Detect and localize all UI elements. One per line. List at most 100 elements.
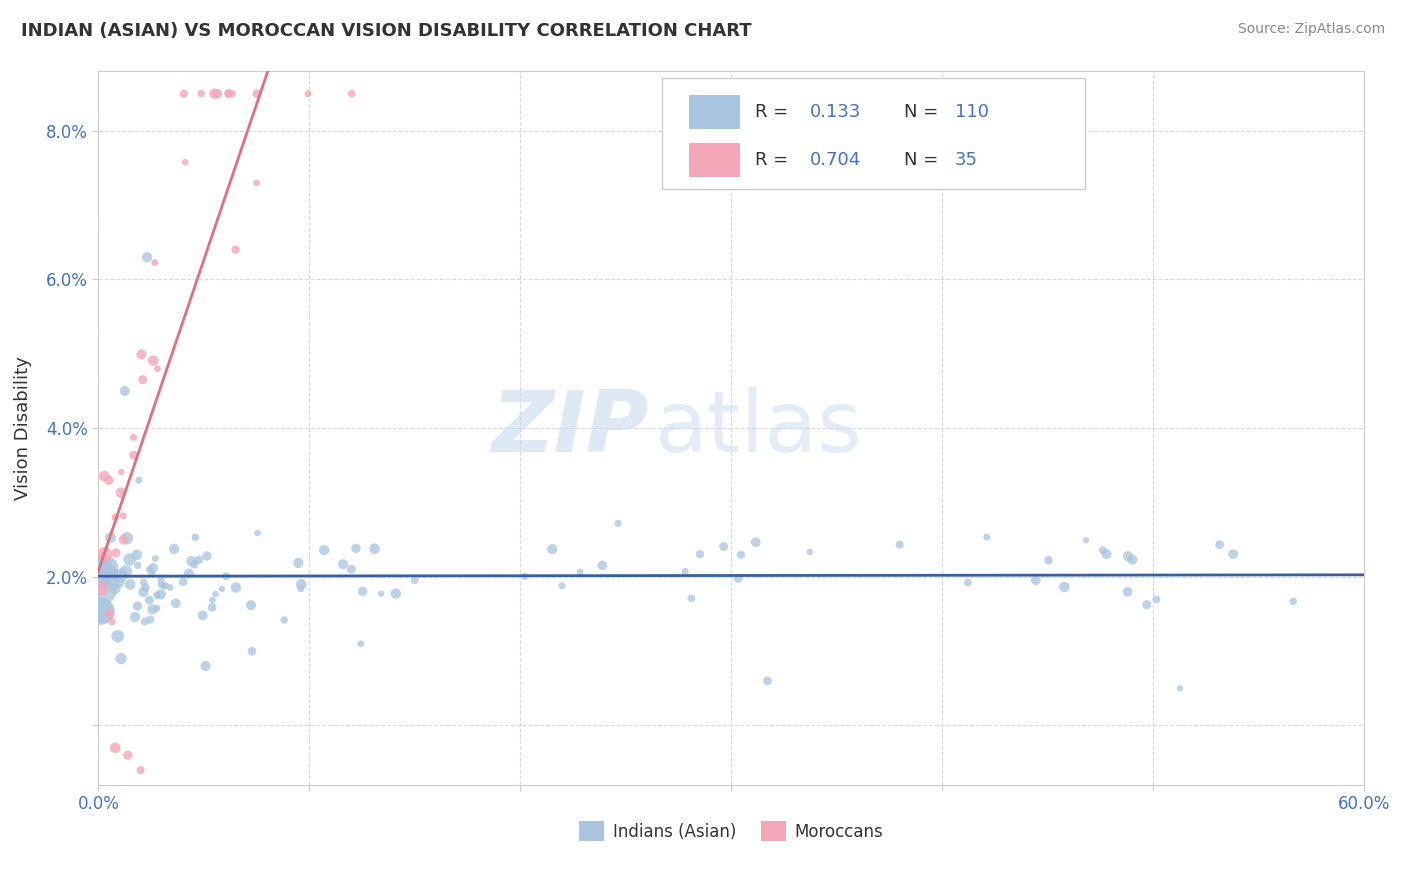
Point: [363, 541, 385, 556]
Point: [340, 87, 363, 101]
Point: [187, 553, 209, 567]
Point: [956, 575, 979, 590]
Point: [1222, 547, 1244, 561]
Point: [112, 508, 135, 523]
Point: [290, 577, 312, 591]
Text: INDIAN (ASIAN) VS MOROCCAN VISION DISABILITY CORRELATION CHART: INDIAN (ASIAN) VS MOROCCAN VISION DISABI…: [21, 22, 752, 40]
Point: [352, 584, 374, 599]
Point: [184, 530, 207, 544]
Point: [190, 87, 212, 101]
Point: [128, 473, 150, 487]
Point: [713, 540, 735, 554]
Point: [93, 469, 115, 483]
Point: [215, 569, 238, 583]
Point: [110, 651, 132, 665]
Point: [591, 558, 613, 573]
Text: N =: N =: [904, 151, 945, 169]
Point: [332, 558, 354, 572]
Point: [114, 384, 136, 398]
Point: [94, 584, 117, 599]
Point: [727, 572, 749, 586]
Point: [681, 591, 703, 606]
Text: N =: N =: [904, 103, 945, 120]
Point: [1038, 553, 1060, 567]
Point: [370, 586, 392, 600]
Point: [202, 87, 225, 101]
Point: [132, 585, 155, 599]
Point: [730, 548, 752, 562]
Point: [204, 587, 226, 601]
Point: [155, 578, 177, 592]
Point: [98, 473, 121, 487]
Point: [756, 673, 779, 688]
Point: [110, 485, 132, 500]
Point: [385, 586, 408, 600]
Point: [129, 763, 152, 777]
Point: [221, 87, 243, 101]
Point: [139, 613, 162, 627]
Point: [195, 549, 218, 563]
Text: R =: R =: [755, 103, 794, 120]
Point: [149, 577, 172, 591]
FancyBboxPatch shape: [689, 95, 740, 129]
FancyBboxPatch shape: [661, 78, 1085, 189]
Point: [218, 87, 240, 101]
Point: [112, 533, 135, 547]
Point: [225, 243, 247, 257]
Point: [134, 615, 156, 629]
Y-axis label: Vision Disability: Vision Disability: [14, 356, 32, 500]
Point: [146, 588, 169, 602]
Point: [404, 573, 426, 587]
Point: [569, 565, 592, 579]
Point: [1025, 574, 1047, 588]
Point: [183, 558, 205, 572]
Point: [340, 562, 363, 576]
Point: [290, 582, 312, 596]
Point: [173, 87, 195, 101]
Point: [218, 87, 240, 101]
Point: [149, 587, 172, 601]
Point: [134, 581, 156, 595]
Point: [141, 566, 163, 581]
Point: [96, 569, 118, 583]
Point: [93, 547, 115, 561]
Point: [132, 575, 155, 590]
Point: [541, 542, 564, 557]
Point: [110, 465, 132, 479]
Point: [146, 361, 169, 376]
Point: [127, 599, 149, 613]
Point: [1091, 543, 1114, 558]
Point: [240, 644, 263, 658]
Point: [551, 579, 574, 593]
Point: [314, 543, 336, 558]
Point: [344, 541, 367, 556]
Point: [1121, 552, 1143, 566]
Point: [180, 554, 202, 568]
Text: 0.133: 0.133: [810, 103, 860, 120]
Point: [120, 577, 142, 591]
Point: [138, 593, 160, 607]
Point: [191, 608, 214, 623]
Point: [114, 565, 136, 579]
Point: [98, 607, 121, 621]
Point: [104, 740, 127, 755]
Point: [91, 605, 114, 619]
Point: [799, 545, 821, 559]
Point: [1074, 533, 1097, 548]
Point: [115, 531, 138, 545]
Text: ZIP: ZIP: [491, 386, 648, 470]
Point: [127, 558, 149, 573]
Point: [124, 610, 146, 624]
Point: [201, 593, 224, 607]
Point: [122, 448, 145, 462]
Point: [1146, 592, 1168, 607]
Point: [110, 569, 132, 583]
Point: [207, 87, 229, 101]
Point: [104, 582, 127, 596]
Point: [1116, 585, 1139, 599]
Point: [146, 601, 169, 615]
Point: [122, 430, 145, 444]
Point: [1208, 538, 1230, 552]
Point: [143, 255, 166, 269]
FancyBboxPatch shape: [689, 143, 740, 178]
